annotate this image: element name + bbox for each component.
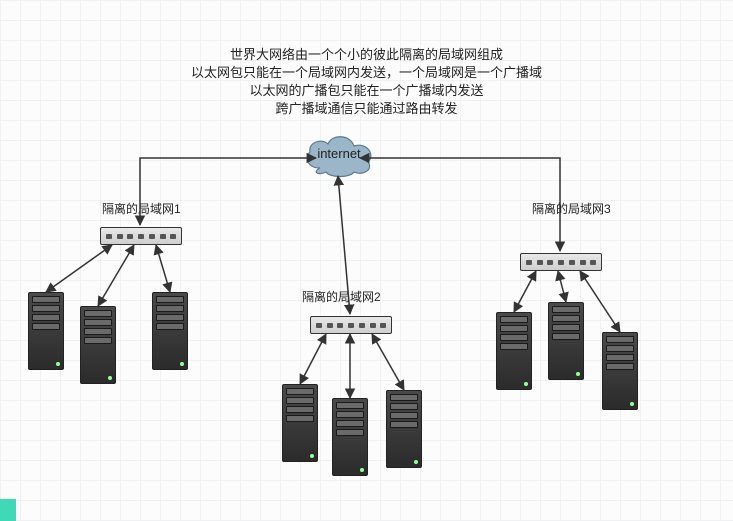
server-2c <box>386 390 422 468</box>
corner-tag <box>0 499 16 521</box>
lan-label-3: 隔离的局域网3 <box>532 200 611 217</box>
h-line-1: 世界大网络由一个个小的彼此隔离的局域网组成 <box>0 46 733 64</box>
h-line-4: 跨广播域通信只能通过路由转发 <box>0 100 733 118</box>
h-line-3: 以太网的广播包只能在一个广播域内发送 <box>0 82 733 100</box>
lan-label-2: 隔离的局域网2 <box>302 288 381 305</box>
server-2b <box>332 398 368 476</box>
lan-label-1: 隔离的局域网1 <box>102 200 181 217</box>
server-1b <box>80 306 116 384</box>
server-3c <box>602 332 638 410</box>
cloud-icon: internet <box>300 132 378 178</box>
diagram-canvas: { "type": "network", "canvas": {"width":… <box>0 0 733 521</box>
server-3a <box>496 312 532 390</box>
switch-1 <box>100 227 182 245</box>
cloud-label: internet <box>300 146 378 161</box>
header-text: 世界大网络由一个个小的彼此隔离的局域网组成 以太网包只能在一个局域网内发送，一个… <box>0 46 733 118</box>
server-3b <box>548 302 584 380</box>
server-1c <box>152 292 188 370</box>
server-2a <box>282 384 318 462</box>
switch-2 <box>310 316 392 334</box>
h-line-2: 以太网包只能在一个局域网内发送，一个局域网是一个广播域 <box>0 64 733 82</box>
server-1a <box>28 292 64 370</box>
switch-3 <box>520 253 602 271</box>
